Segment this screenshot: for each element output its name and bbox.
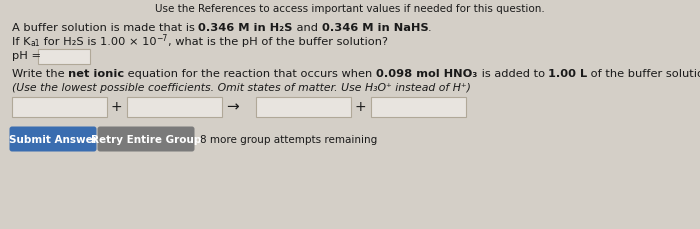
Text: 1.00 L: 1.00 L <box>548 69 587 79</box>
Text: Use the References to access important values if needed for this question.: Use the References to access important v… <box>155 4 545 14</box>
FancyBboxPatch shape <box>12 98 107 117</box>
Text: for H₂S is 1.00 × 10: for H₂S is 1.00 × 10 <box>40 37 157 47</box>
FancyBboxPatch shape <box>256 98 351 117</box>
Text: Retry Entire Group: Retry Entire Group <box>91 134 201 144</box>
Text: equation for the reaction that occurs when: equation for the reaction that occurs wh… <box>125 69 377 79</box>
FancyBboxPatch shape <box>38 50 90 65</box>
Text: .: . <box>428 23 432 33</box>
Text: +: + <box>354 100 365 114</box>
FancyBboxPatch shape <box>97 127 195 152</box>
Text: is added to: is added to <box>477 69 548 79</box>
Text: pH =: pH = <box>12 51 41 61</box>
FancyBboxPatch shape <box>10 127 97 152</box>
Text: 0.346 M in NaHS: 0.346 M in NaHS <box>321 23 428 33</box>
Text: , what is the pH of the buffer solution?: , what is the pH of the buffer solution? <box>168 37 388 47</box>
Text: Write the: Write the <box>12 69 69 79</box>
Text: and: and <box>293 23 321 33</box>
Text: →: → <box>226 99 239 114</box>
Text: net ionic: net ionic <box>69 69 125 79</box>
Text: −7: −7 <box>157 34 168 43</box>
Text: 8 more group attempts remaining: 8 more group attempts remaining <box>200 134 377 144</box>
FancyBboxPatch shape <box>371 98 466 117</box>
FancyBboxPatch shape <box>127 98 222 117</box>
Text: 0.098 mol HNO₃: 0.098 mol HNO₃ <box>377 69 477 79</box>
Text: a1: a1 <box>31 38 40 47</box>
Text: If K: If K <box>12 37 31 47</box>
Text: A buffer solution is made that is: A buffer solution is made that is <box>12 23 199 33</box>
Text: of the buffer solution.: of the buffer solution. <box>587 69 700 79</box>
Text: (Use the lowest possible coefficients. Omit states of matter. Use H₃O⁺ instead o: (Use the lowest possible coefficients. O… <box>12 83 471 93</box>
Text: +: + <box>110 100 122 114</box>
Text: 0.346 M in H₂S: 0.346 M in H₂S <box>199 23 293 33</box>
Text: Submit Answer: Submit Answer <box>8 134 97 144</box>
